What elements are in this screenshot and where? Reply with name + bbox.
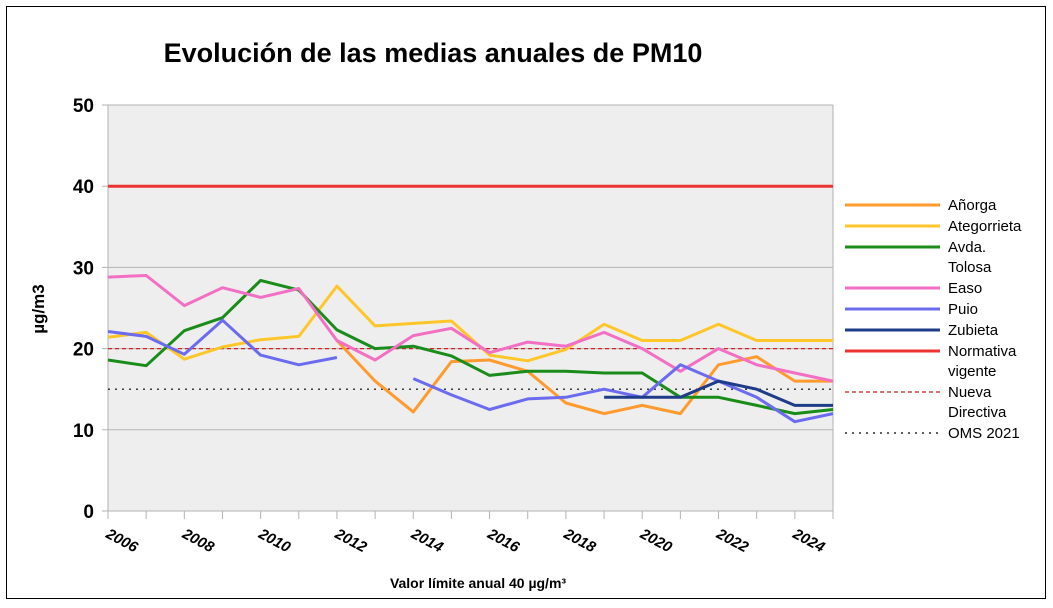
series-line-añorga xyxy=(335,339,833,416)
x-axis-label: Valor límite anual 40 µg/m³ xyxy=(390,575,566,591)
y-tick-label: 10 xyxy=(73,421,94,442)
series-line-ategorrieta xyxy=(107,284,833,363)
legend-label-line: Añorga xyxy=(948,197,997,214)
chart-frame xyxy=(6,6,1046,599)
legend-label: Zubieta xyxy=(948,322,999,339)
y-axis-label: µg/m3 xyxy=(29,284,48,333)
x-tick-label: 2014 xyxy=(408,525,447,556)
y-tick-label: 30 xyxy=(73,258,94,279)
x-tick-label: 2008 xyxy=(179,525,218,556)
y-tick-label: 40 xyxy=(73,177,94,198)
x-tick-label: 2016 xyxy=(484,525,523,556)
y-tick-label: 20 xyxy=(73,340,94,361)
legend-label-line: Tolosa xyxy=(948,259,992,276)
legend-label: Easo xyxy=(948,280,982,297)
legend-label-line: Directiva xyxy=(948,404,1007,421)
legend-label: Ategorrieta xyxy=(948,218,1022,235)
chart-title: Evolución de las medias anuales de PM10 xyxy=(164,38,703,68)
y-tick-label: 0 xyxy=(83,502,94,523)
x-tick-label: 2018 xyxy=(560,525,599,556)
legend-label-line: Normativa xyxy=(948,343,1017,360)
y-tick-label: 50 xyxy=(73,96,94,117)
legend-label-line: Nueva xyxy=(948,384,992,401)
legend-label-line: Easo xyxy=(948,280,982,297)
legend-label-line: Avda. xyxy=(948,239,986,256)
x-tick-label: 2012 xyxy=(331,525,370,556)
series-line-avda-tolosa xyxy=(107,278,834,416)
series-line-easo xyxy=(107,274,834,383)
legend-label-line: Ategorrieta xyxy=(948,218,1022,235)
legend-label: Nueva Directiva xyxy=(948,384,1007,421)
legend-label: Puio xyxy=(948,301,978,318)
legend-label-line: Puio xyxy=(948,301,978,318)
x-tick-label: 2022 xyxy=(713,525,752,556)
plot-area xyxy=(108,105,833,511)
x-tick-label: 2006 xyxy=(102,525,141,556)
x-tick-label: 2020 xyxy=(636,525,675,556)
legend-label-line: vigente xyxy=(948,363,996,380)
legend-label: Avda. Tolosa xyxy=(948,239,992,276)
x-tick-label: 2024 xyxy=(789,525,828,556)
legend-label: Añorga xyxy=(948,197,997,214)
x-tick-label: 2010 xyxy=(255,525,294,556)
legend-label-line: Zubieta xyxy=(948,322,999,339)
legend-label: Normativa vigente xyxy=(948,343,1017,380)
legend-label: OMS 2021 xyxy=(948,425,1020,442)
legend-label-line: OMS 2021 xyxy=(948,425,1020,442)
